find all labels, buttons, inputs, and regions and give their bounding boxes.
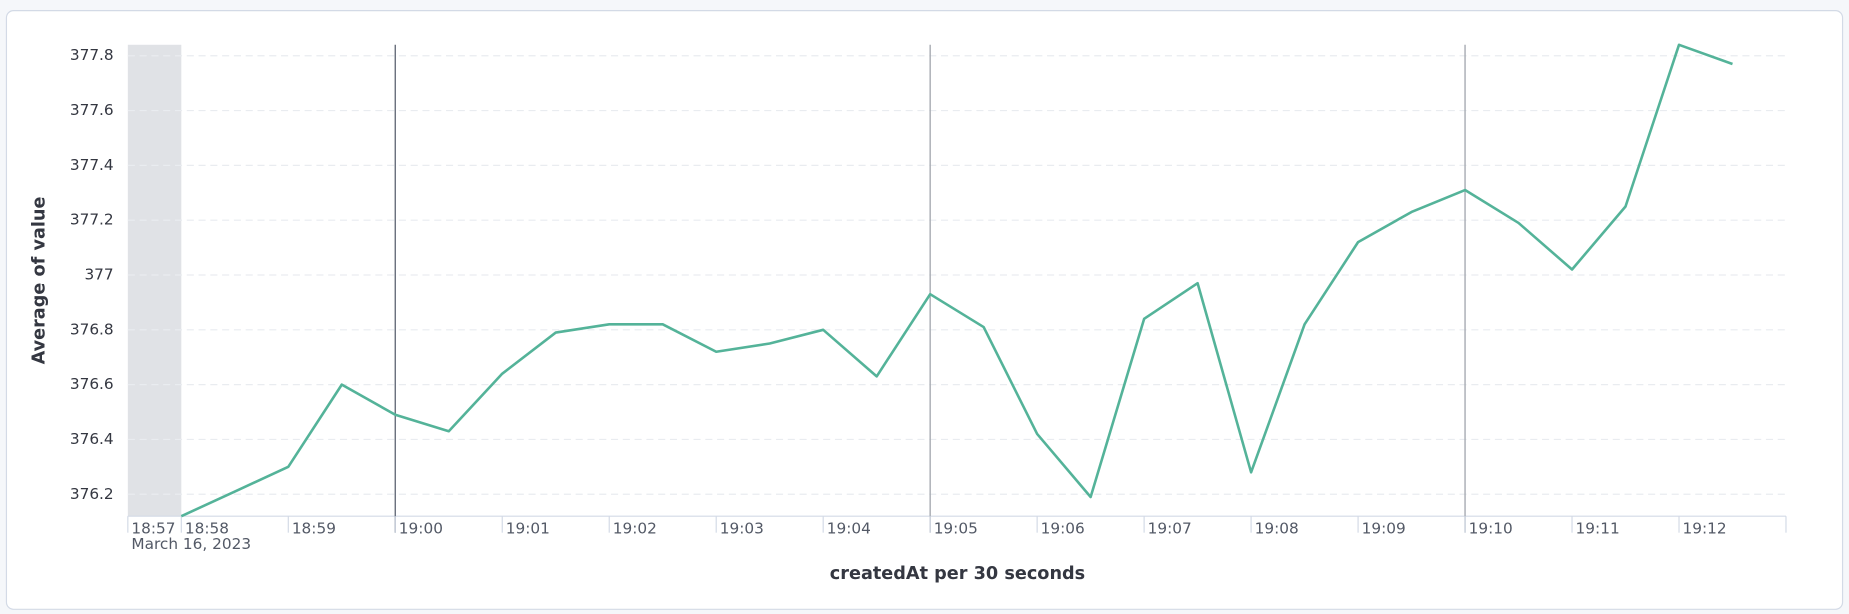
partial-bucket [127, 44, 182, 517]
x-axis-title: createdAt per 30 seconds [830, 564, 1085, 584]
x-tick-label: 19:04 [827, 520, 871, 538]
y-tick-label: 376.8 [70, 320, 114, 338]
x-tick-label: 19:06 [1041, 520, 1085, 538]
x-tick-label: 19:03 [720, 520, 764, 538]
x-tick-label: 19:01 [506, 520, 550, 538]
y-tick-label: 376.6 [70, 375, 114, 393]
x-tick-label: 19:02 [613, 520, 657, 538]
x-tick-label: 19:08 [1255, 520, 1299, 538]
y-tick-label: 376.2 [70, 485, 114, 503]
x-tick-label: 18:59 [292, 520, 336, 538]
x-tick-label: 19:09 [1362, 520, 1406, 538]
x-tick-label: 18:58 [185, 520, 229, 538]
y-tick-label: 377.2 [70, 211, 114, 229]
y-tick-label: 377 [84, 266, 113, 284]
x-tick-label: 19:05 [934, 520, 978, 538]
y-tick-label: 377.6 [70, 101, 114, 119]
x-tick-label: 18:57 [131, 520, 175, 538]
x-tick-label: 19:07 [1148, 520, 1192, 538]
x-tick-label: 19:00 [399, 520, 443, 538]
panel [5, 10, 1844, 610]
date-label: March 16, 2023 [131, 535, 251, 553]
x-tick-label: 19:11 [1576, 520, 1620, 538]
x-tick-label: 19:12 [1683, 520, 1727, 538]
x-tick-label: 19:10 [1469, 520, 1513, 538]
y-tick-label: 377.8 [70, 46, 114, 64]
y-tick-label: 376.4 [70, 430, 114, 448]
y-axis-title: Average of value [29, 197, 49, 365]
series-line [180, 43, 1733, 518]
y-tick-label: 377.4 [70, 156, 114, 174]
